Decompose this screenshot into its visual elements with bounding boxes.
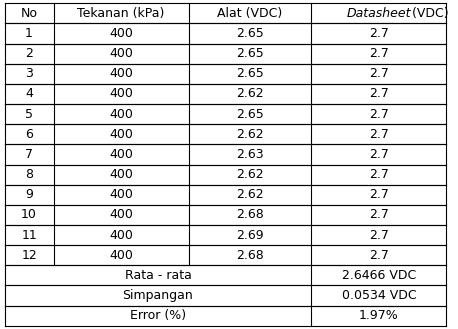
Text: Error (%): Error (%) <box>130 309 186 322</box>
Text: 2.62: 2.62 <box>236 88 264 100</box>
Text: No: No <box>21 7 38 20</box>
Text: 2.65: 2.65 <box>236 27 264 40</box>
Text: 2.69: 2.69 <box>236 229 264 241</box>
Text: 2.68: 2.68 <box>236 249 264 262</box>
Text: 2.62: 2.62 <box>236 128 264 141</box>
Text: 7: 7 <box>25 148 33 161</box>
Text: (VDC): (VDC) <box>408 7 449 20</box>
Text: 2.7: 2.7 <box>369 47 389 60</box>
Text: Tekanan (kPa): Tekanan (kPa) <box>77 7 165 20</box>
Text: 400: 400 <box>109 188 133 201</box>
Text: 2.6466 VDC: 2.6466 VDC <box>342 269 416 282</box>
Text: 2.7: 2.7 <box>369 148 389 161</box>
Text: 2.7: 2.7 <box>369 208 389 221</box>
Text: Rata - rata: Rata - rata <box>125 269 191 282</box>
Text: 11: 11 <box>21 229 37 241</box>
Text: 12: 12 <box>21 249 37 262</box>
Text: 400: 400 <box>109 249 133 262</box>
Text: 5: 5 <box>25 108 33 121</box>
Text: 2.63: 2.63 <box>236 148 264 161</box>
Text: 2.7: 2.7 <box>369 229 389 241</box>
Text: 10: 10 <box>21 208 37 221</box>
Text: 400: 400 <box>109 229 133 241</box>
Text: 1.97%: 1.97% <box>359 309 399 322</box>
Text: 400: 400 <box>109 208 133 221</box>
Text: 2.7: 2.7 <box>369 188 389 201</box>
Text: 400: 400 <box>109 67 133 80</box>
Text: 2.62: 2.62 <box>236 168 264 181</box>
Text: 2.7: 2.7 <box>369 249 389 262</box>
Text: 2.65: 2.65 <box>236 67 264 80</box>
Text: 2.62: 2.62 <box>236 188 264 201</box>
Text: 400: 400 <box>109 148 133 161</box>
Text: 400: 400 <box>109 27 133 40</box>
Text: Datasheet: Datasheet <box>347 7 411 20</box>
Text: 2.7: 2.7 <box>369 168 389 181</box>
Text: 400: 400 <box>109 108 133 121</box>
Text: 2.7: 2.7 <box>369 108 389 121</box>
Text: 2.7: 2.7 <box>369 27 389 40</box>
Text: 6: 6 <box>25 128 33 141</box>
Text: Alat (VDC): Alat (VDC) <box>218 7 283 20</box>
Text: 3: 3 <box>25 67 33 80</box>
Text: 400: 400 <box>109 47 133 60</box>
Text: 2.7: 2.7 <box>369 67 389 80</box>
Text: 2.65: 2.65 <box>236 108 264 121</box>
Text: 2.65: 2.65 <box>236 47 264 60</box>
Text: 400: 400 <box>109 128 133 141</box>
Text: 2: 2 <box>25 47 33 60</box>
Text: 2.7: 2.7 <box>369 128 389 141</box>
Text: 0.0534 VDC: 0.0534 VDC <box>342 289 416 302</box>
Text: 9: 9 <box>25 188 33 201</box>
Text: 8: 8 <box>25 168 33 181</box>
Text: 2.68: 2.68 <box>236 208 264 221</box>
Text: 400: 400 <box>109 168 133 181</box>
Text: 2.7: 2.7 <box>369 88 389 100</box>
Text: 400: 400 <box>109 88 133 100</box>
Text: 4: 4 <box>25 88 33 100</box>
Text: 1: 1 <box>25 27 33 40</box>
Text: Simpangan: Simpangan <box>123 289 193 302</box>
